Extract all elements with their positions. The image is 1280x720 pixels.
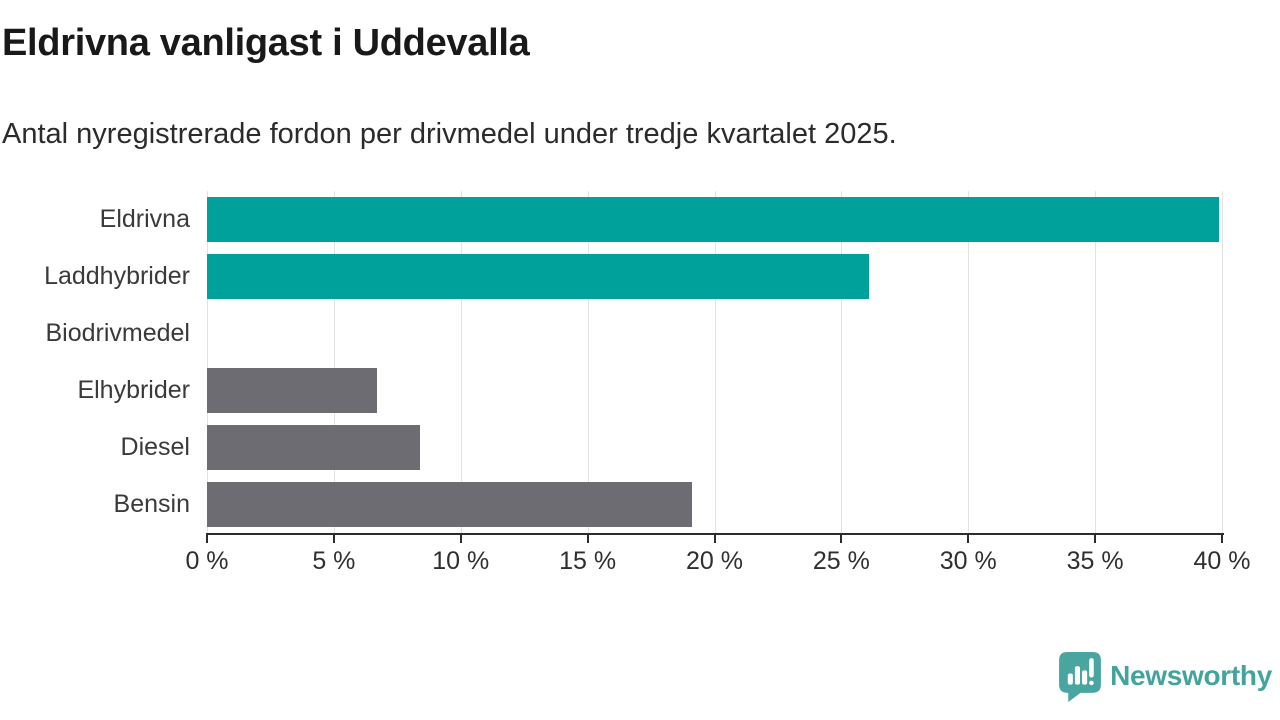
category-label: Biodrivmedel xyxy=(45,319,190,347)
gridline xyxy=(714,191,716,533)
axis-tick xyxy=(840,535,843,543)
axis-ticks xyxy=(206,535,1223,543)
axis-tick-labels: 0 % 5 % 10 % 15 % 20 % 25 % 30 % 35 % 40 % xyxy=(185,547,1250,579)
axis-tick-label: 35 % xyxy=(1066,547,1124,575)
axis-tick-label: 0 % xyxy=(185,547,229,575)
logo-bar-1 xyxy=(1067,672,1073,685)
logo-bar-3 xyxy=(1082,669,1088,685)
axis-tick-label: 40 % xyxy=(1193,547,1251,575)
axis-tick-label: 25 % xyxy=(812,547,870,575)
category-label: Elhybrider xyxy=(77,376,190,404)
axis-tick xyxy=(459,535,462,543)
bar-laddhybrider xyxy=(207,254,870,299)
axis-tick-label: 10 % xyxy=(432,547,490,575)
gridline xyxy=(207,191,208,533)
axis-tick xyxy=(1221,535,1223,543)
axis-tick xyxy=(586,535,589,543)
gridline xyxy=(1222,191,1223,533)
logo-exclamation-dot xyxy=(1089,680,1094,685)
newsworthy-logo-icon xyxy=(1059,651,1101,702)
category-label: Laddhybrider xyxy=(44,262,190,290)
gridline xyxy=(333,191,335,533)
bar-row xyxy=(207,305,1222,362)
x-axis-line xyxy=(206,533,1224,535)
bar-rows xyxy=(207,191,1222,533)
category-label: Eldrivna xyxy=(99,205,190,233)
bar-row xyxy=(207,191,1222,248)
axis-tick xyxy=(967,535,970,543)
bar-bensin xyxy=(207,482,692,527)
axis-tick-label: 5 % xyxy=(312,547,356,575)
page-title: Eldrivna vanligast i Uddevalla xyxy=(2,22,530,64)
axis-tick xyxy=(332,535,335,543)
page-subtitle: Antal nyregistrerade fordon per drivmede… xyxy=(2,118,897,150)
gridline xyxy=(587,191,589,533)
bar-row xyxy=(207,476,1222,533)
category-label: Bensin xyxy=(113,490,190,518)
bar-diesel xyxy=(207,425,421,470)
newsworthy-logo-text: Newsworthy xyxy=(1110,660,1272,691)
logo-bar-2 xyxy=(1074,665,1081,685)
bar-elhybrider xyxy=(207,368,377,413)
gridline xyxy=(460,191,462,533)
axis-tick-label: 20 % xyxy=(686,547,743,575)
axis-tick-label: 30 % xyxy=(939,547,997,575)
axis-tick xyxy=(1094,535,1097,543)
newsworthy-logo: Newsworthy xyxy=(1058,650,1272,702)
logo-exclamation-stem xyxy=(1089,657,1094,678)
category-label: Diesel xyxy=(120,433,190,461)
gridline xyxy=(1095,191,1097,533)
axis-tick xyxy=(713,535,716,543)
bar-row xyxy=(207,362,1222,419)
gridline xyxy=(841,191,843,533)
axis-tick xyxy=(206,535,208,543)
bar-row xyxy=(207,419,1222,476)
bar-chart xyxy=(207,191,1223,533)
bar-row xyxy=(207,248,1222,305)
axis-tick-label: 15 % xyxy=(559,547,617,575)
gridline xyxy=(968,191,970,533)
category-labels: Eldrivna Laddhybrider Biodrivmedel Elhybrid… xyxy=(0,191,190,533)
bar-eldrivna xyxy=(207,197,1220,242)
